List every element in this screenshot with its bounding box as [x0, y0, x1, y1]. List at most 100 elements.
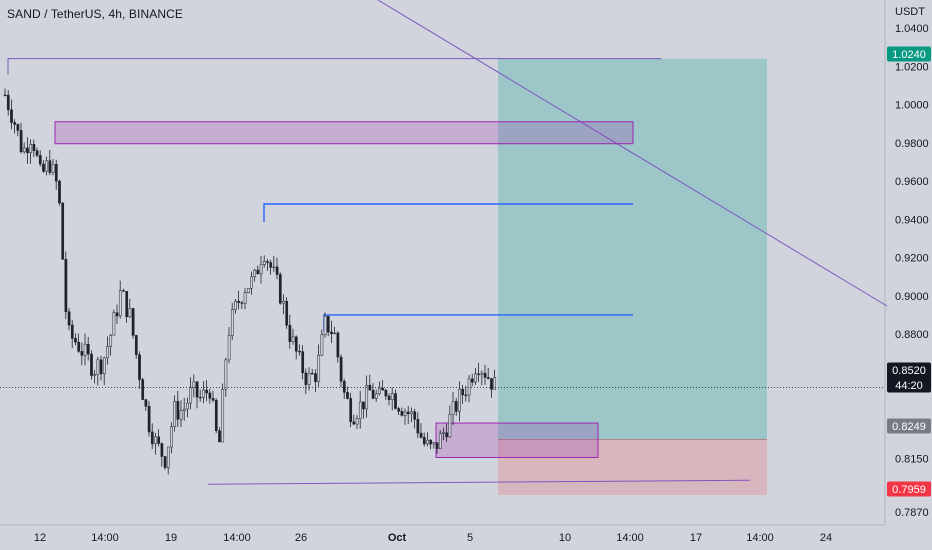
time-tick-label: Oct [388, 532, 407, 544]
candle [368, 374, 372, 391]
candle [166, 446, 170, 475]
candle [432, 441, 436, 449]
candle [384, 388, 388, 400]
candle [374, 389, 378, 402]
candle [35, 147, 39, 158]
stop-loss-zone[interactable] [498, 439, 767, 495]
price-tick-label: 0.9400 [895, 214, 929, 226]
current-price-tag[interactable] [887, 362, 931, 393]
candle [182, 397, 186, 421]
swing-high-level[interactable] [7, 58, 661, 75]
candle [310, 368, 314, 375]
candle [352, 414, 356, 426]
candle [189, 377, 193, 410]
candle [32, 139, 36, 158]
candle [74, 333, 77, 346]
candle [38, 150, 42, 167]
entry-price-tag[interactable] [887, 418, 931, 434]
resistance-level-1[interactable] [263, 203, 633, 222]
candle [422, 432, 426, 447]
entry-price-tag-text: 0.8249 [892, 421, 926, 433]
candle [186, 397, 189, 418]
candle [339, 354, 343, 388]
price-tick-label: 0.7870 [895, 507, 929, 519]
supply-zone[interactable] [54, 121, 634, 145]
candle [454, 397, 458, 416]
candle [93, 370, 97, 384]
candle [253, 268, 257, 282]
candle [333, 326, 337, 335]
price-tick-label: 1.0400 [895, 23, 929, 35]
target-price-tag[interactable] [887, 46, 931, 62]
candle [390, 387, 394, 411]
candle [29, 139, 33, 164]
time-tick-label: 24 [820, 532, 832, 544]
candle [490, 378, 493, 398]
candle [6, 90, 10, 116]
candle [493, 369, 497, 390]
candle [83, 333, 87, 366]
support-trend-line[interactable] [207, 479, 751, 485]
candle [438, 430, 442, 449]
candle [301, 345, 305, 380]
candle [378, 381, 381, 396]
candle [51, 158, 55, 176]
candle [221, 383, 225, 443]
candle [320, 329, 324, 357]
candle [275, 257, 279, 280]
countdown-text: 44:20 [895, 380, 923, 392]
candle [192, 374, 196, 398]
candle [365, 375, 369, 418]
price-tick-label: 0.9600 [895, 176, 929, 188]
candle [288, 314, 292, 349]
price-tick-label: 0.9000 [895, 291, 929, 303]
candle [480, 370, 484, 386]
candle [150, 423, 154, 450]
candle [269, 259, 273, 275]
candle [70, 320, 74, 349]
candle [259, 256, 263, 284]
candle [54, 159, 58, 190]
candle [240, 300, 244, 309]
candle [48, 150, 52, 176]
candle [346, 386, 349, 400]
time-tick-label: 14:00 [746, 532, 774, 544]
candle [227, 327, 231, 364]
candle [144, 398, 148, 411]
price-tick-label: 0.9200 [895, 253, 929, 265]
candle [77, 333, 81, 353]
candle [429, 438, 433, 450]
candle [413, 408, 417, 429]
time-tick-label: 14:00 [91, 532, 119, 544]
candle [45, 156, 49, 176]
candle [349, 392, 353, 428]
candle [218, 427, 221, 443]
candle [387, 393, 391, 406]
candle [358, 390, 362, 429]
profit-target-zone[interactable] [498, 58, 767, 440]
candle [416, 412, 420, 439]
price-tick-label: 0.9800 [895, 138, 929, 150]
candle [381, 380, 385, 391]
candle [234, 299, 237, 314]
descending-trend-line[interactable] [377, 0, 888, 307]
candle [131, 307, 135, 339]
candle [477, 362, 481, 382]
candle [448, 405, 452, 438]
candle [90, 350, 93, 380]
candle [195, 380, 199, 409]
stop-price-tag[interactable] [887, 481, 931, 497]
stop-price-tag-text: 0.7959 [892, 484, 926, 496]
candle [330, 320, 333, 344]
price-axis-unit: USDT [895, 6, 925, 18]
candle [170, 422, 173, 454]
candle [128, 298, 132, 319]
candle [112, 309, 116, 336]
demand-zone[interactable] [435, 422, 599, 458]
candle [394, 389, 397, 410]
candle [262, 255, 266, 268]
candle [19, 122, 23, 154]
candle [256, 265, 260, 275]
